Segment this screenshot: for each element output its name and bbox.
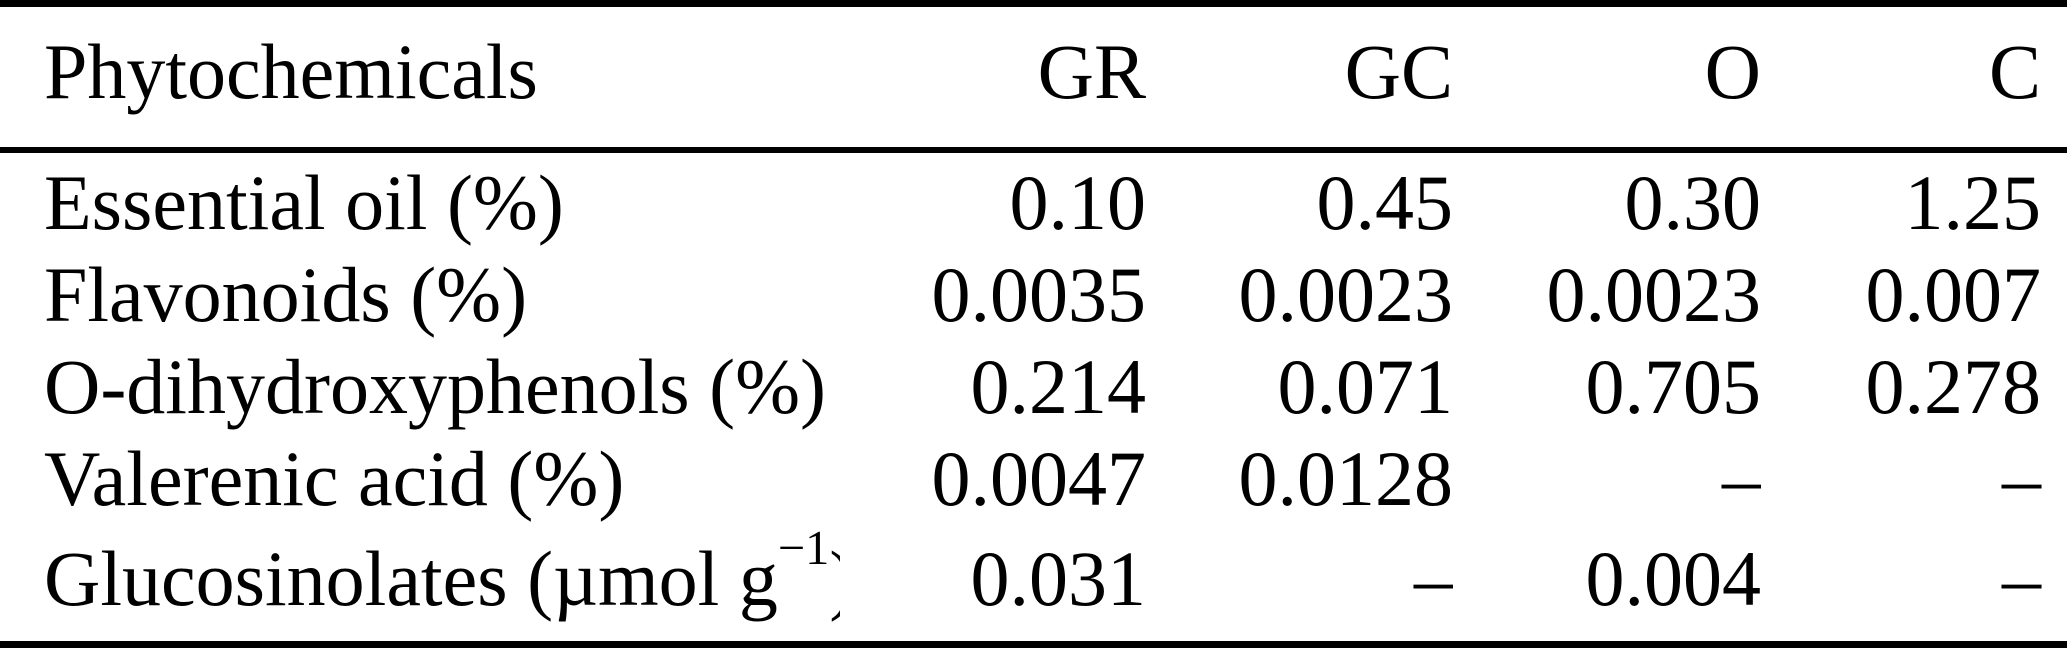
- row-label: O-dihydroxyphenols (%): [44, 343, 827, 430]
- row-label-close: ): [829, 535, 840, 622]
- table-header: Phytochemicals GR GC O C: [0, 4, 2067, 150]
- cell-c: 0.007: [1865, 251, 2042, 338]
- column-header-gc: GC: [1344, 28, 1453, 115]
- header-row: Phytochemicals GR GC O C: [0, 4, 2067, 150]
- cell-gc: 0.45: [1316, 159, 1454, 246]
- table-row-valerenic-acid: Valerenic acid (%) 0.0047 0.0128 – –: [0, 433, 2067, 525]
- cell-o: 0.004: [1585, 535, 1762, 622]
- table-row-glucosinolates: Glucosinolates (µmol g−1) 0.031 – 0.004 …: [0, 525, 2067, 645]
- row-label: Essential oil (%): [44, 159, 564, 246]
- cell-gc: –: [1414, 535, 1453, 622]
- cell-gr: 0.214: [970, 343, 1147, 430]
- table-body: Essential oil (%) 0.10 0.45 0.30 1.25 Fl…: [0, 150, 2067, 645]
- table-row-essential-oil: Essential oil (%) 0.10 0.45 0.30 1.25: [0, 150, 2067, 249]
- cell-c: 1.25: [1904, 159, 2042, 246]
- cell-gr: 0.031: [970, 535, 1147, 622]
- cell-gc: 0.071: [1277, 343, 1454, 430]
- cell-c: 0.278: [1865, 343, 2042, 430]
- unit-superscript: −1: [777, 525, 830, 575]
- cell-gr: 0.0047: [931, 435, 1147, 522]
- column-header-gr: GR: [1037, 28, 1146, 115]
- cell-gc: 0.0023: [1238, 251, 1454, 338]
- cell-o: 0.0023: [1546, 251, 1762, 338]
- row-label: Valerenic acid (%): [44, 435, 625, 522]
- cell-o: –: [1722, 435, 1761, 522]
- row-label: Glucosinolates (µmol g−1): [0, 525, 840, 645]
- column-header-phytochemicals: Phytochemicals: [44, 28, 538, 115]
- column-header-o: O: [1704, 28, 1761, 115]
- column-header-c: C: [1988, 28, 2041, 115]
- cell-o: 0.705: [1585, 343, 1762, 430]
- row-label-text: Glucosinolates (µmol g: [44, 535, 778, 622]
- cell-gr: 0.0035: [931, 251, 1147, 338]
- table-row-flavonoids: Flavonoids (%) 0.0035 0.0023 0.0023 0.00…: [0, 249, 2067, 341]
- cell-gc: 0.0128: [1238, 435, 1454, 522]
- cell-gr: 0.10: [1009, 159, 1147, 246]
- cell-o: 0.30: [1624, 159, 1762, 246]
- cell-c: –: [2002, 435, 2041, 522]
- table-row-o-dihydroxyphenols: O-dihydroxyphenols (%) 0.214 0.071 0.705…: [0, 341, 2067, 433]
- cell-c: –: [2002, 535, 2041, 622]
- row-label: Flavonoids (%): [44, 251, 528, 338]
